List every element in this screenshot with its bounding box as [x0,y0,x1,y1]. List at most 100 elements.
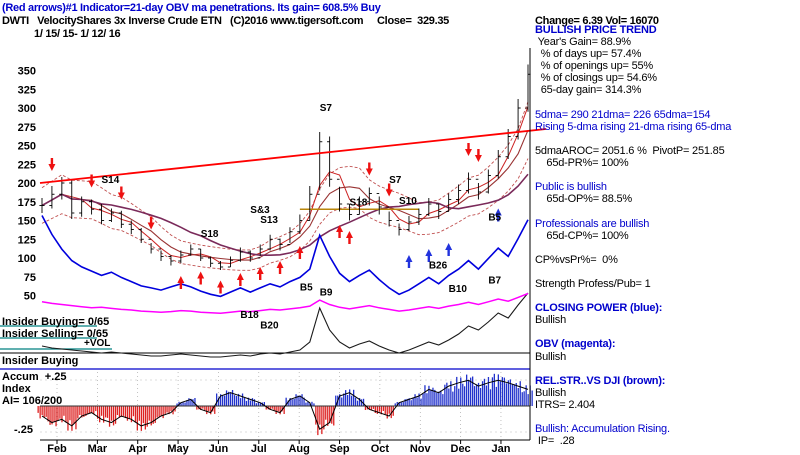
svg-text:B18: B18 [240,310,259,321]
panel-line [535,326,799,338]
panel-line: % of openings up= 55% [535,60,654,73]
svg-text:Feb: Feb [47,443,67,455]
symbol-title: DWTI VelocityShares 3x Inverse Crude ETN… [2,15,449,27]
panel-line: REL.STR..VS DJI (brown): [535,374,666,387]
svg-text:B9: B9 [320,288,333,299]
panel-line [535,133,799,145]
panel-line: % of days up= 57.4% [535,48,642,61]
panel-line: Strength Profess/Pub= 1 [535,277,651,290]
panel-line [535,411,799,423]
change-volume: Change= 6.39 Vol= 16070 [535,15,659,27]
svg-text:Dec: Dec [451,443,471,455]
panel-line: Bullish [535,386,567,399]
panel-line [535,169,799,181]
svg-text:275: 275 [18,122,36,134]
panel-line: Year's Gain= 88.9% [535,36,631,49]
trend-line [39,128,547,184]
svg-text:250: 250 [18,141,36,153]
svg-text:S18: S18 [201,229,219,240]
svg-text:S10: S10 [399,196,417,207]
svg-text:225: 225 [18,159,36,171]
panel-line [535,242,799,254]
panel-line: BULLISH PRICE TREND [535,24,657,36]
svg-text:50: 50 [24,291,36,303]
svg-text:Sep: Sep [329,443,349,455]
panel-line: 5dma= 290 21dma= 226 65dma=154 [535,108,711,121]
tick-labels: Feb Mar Apr May Jun Jul Aug Sep Oct Nov Dec Jan 350 3… [18,66,511,455]
indicator-banner: (Red arrows)#1 Indicator=21-day OBV ma p… [2,2,381,14]
panel-line [535,363,799,375]
svg-text:Mar: Mar [88,443,108,455]
svg-text:300: 300 [18,103,36,115]
panel-line [535,266,799,278]
panel-line: CLOSING POWER (blue): [535,302,663,315]
panel-line: OBV (magenta): [535,338,616,351]
svg-text:350: 350 [18,66,36,78]
svg-text:S18: S18 [349,198,367,209]
svg-text:Jan: Jan [491,443,510,455]
svg-text:150: 150 [18,216,36,228]
panel-line: 65d-PR%= 100% [535,157,629,170]
panel-line: Bullish: Accumulation Rising. [535,423,670,436]
ai-ratio-label: AI= 106/200 [2,395,63,407]
svg-text:125: 125 [18,234,36,246]
svg-text:200: 200 [18,178,36,190]
panel-line: ITRS= 2.404 [535,398,595,411]
panel-line: IP= .28 [535,435,575,448]
svg-text:175: 175 [18,197,36,209]
accum-plus-label: Accum +.25 [2,371,67,383]
panel-line: 65d-OP%= 88.5% [535,193,632,206]
svg-text:B10: B10 [449,284,468,295]
panel-line: Rising 5-dma rising 21-dma rising 65-dma [535,120,732,133]
svg-text:75: 75 [24,272,36,284]
svg-text:B5: B5 [300,282,313,293]
minus-25-label: -.25 [14,424,33,436]
accum-panel [37,373,533,436]
panel-line: 5dmaAROC= 2051.6 % PivotP= 251.85 [535,144,725,157]
svg-text:May: May [167,443,189,455]
svg-text:B5: B5 [488,213,501,224]
svg-text:Apr: Apr [128,443,148,455]
svg-text:S7: S7 [389,175,402,186]
panel-line [535,290,799,302]
svg-text:S13: S13 [260,215,278,226]
svg-text:Jul: Jul [251,443,267,455]
panel-line: Bullish [535,350,567,363]
price-bands [41,101,529,271]
svg-text:325: 325 [18,84,36,96]
insider-selling-label: Insider Selling= 0/65 [2,328,109,340]
svg-text:B26: B26 [429,261,448,272]
svg-text:S7: S7 [320,103,333,114]
panel-line: CP%vsPr%= 0% [535,253,618,266]
svg-text:B20: B20 [260,321,279,332]
svg-text:Aug: Aug [288,443,309,455]
analysis-panel: BULLISH PRICE TREND Year's Gain= 88.9% %… [535,24,799,447]
svg-text:Oct: Oct [371,443,390,455]
panel-line: 65-day gain= 314.3% [535,84,642,97]
indicator-overlays [41,215,529,358]
svg-text:Nov: Nov [410,443,432,455]
insider-buying-panel-label: Insider Buying [2,355,79,367]
panel-line: Bullish [535,314,567,327]
insider-buying-label: Insider Buying= 0/65 [2,316,110,328]
svg-text:S14: S14 [102,175,120,186]
date-range: 1/ 15/ 15- 1/ 12/ 16 [34,28,121,40]
panel-line: % of closings up= 54.6% [535,72,657,85]
panel-line [535,205,799,217]
panel-line [535,97,799,109]
svg-text:S&3: S&3 [250,205,270,216]
svg-text:Jun: Jun [209,443,229,455]
accum-index-label: Index [2,383,31,395]
candles [39,64,531,270]
panel-line: 65d-CP%= 100% [535,229,629,242]
signal-arrows [48,143,502,294]
panel-line: Professionals are bullish [535,217,650,230]
panel-line: Public is bullish [535,181,607,194]
svg-text:B7: B7 [488,276,501,287]
svg-text:100: 100 [18,253,36,265]
plus-vol-label: +VOL [84,338,111,349]
axes [40,48,531,444]
